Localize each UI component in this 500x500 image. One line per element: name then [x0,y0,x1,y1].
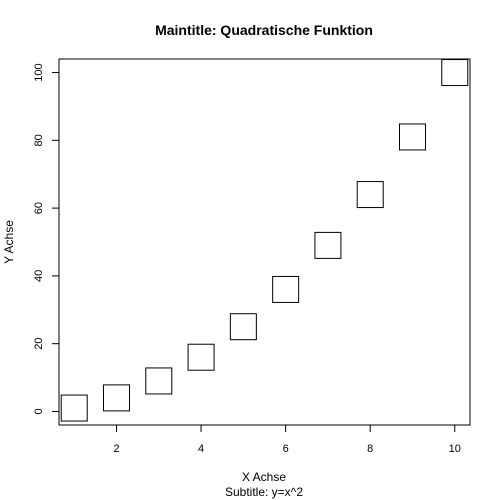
y-tick-label: 20 [33,338,45,350]
x-tick-label: 10 [449,443,461,455]
x-tick-label: 4 [198,443,204,455]
plot-area-border [58,58,471,426]
y-tick-label: 60 [33,202,45,214]
x-axis: 2 4 6 8 10 [113,424,461,455]
chart-subtitle: Subtitle: y=x^2 [225,485,303,499]
data-point [272,275,300,303]
x-tick-label: 8 [367,443,373,455]
y-axis: 0 20 40 60 80 100 [33,63,60,415]
chart-title: Maintitle: Quadratische Funktion [155,22,373,38]
data-point [441,59,469,87]
x-tick-label: 6 [283,443,289,455]
y-tick-label: 40 [33,270,45,282]
y-tick-label: 80 [33,134,45,146]
data-point [103,384,131,412]
data-point [145,367,173,395]
y-tick-label: 0 [33,408,45,414]
y-axis-label: Y Achse [2,220,16,264]
x-tick-label: 2 [113,443,119,455]
data-points [60,59,469,422]
data-point [356,181,384,209]
x-axis-label: X Achse [242,470,286,484]
data-point [229,313,257,341]
data-point [187,343,215,371]
data-point [314,231,342,259]
data-point [398,123,426,151]
data-point [60,394,88,422]
y-tick-label: 100 [33,63,45,81]
